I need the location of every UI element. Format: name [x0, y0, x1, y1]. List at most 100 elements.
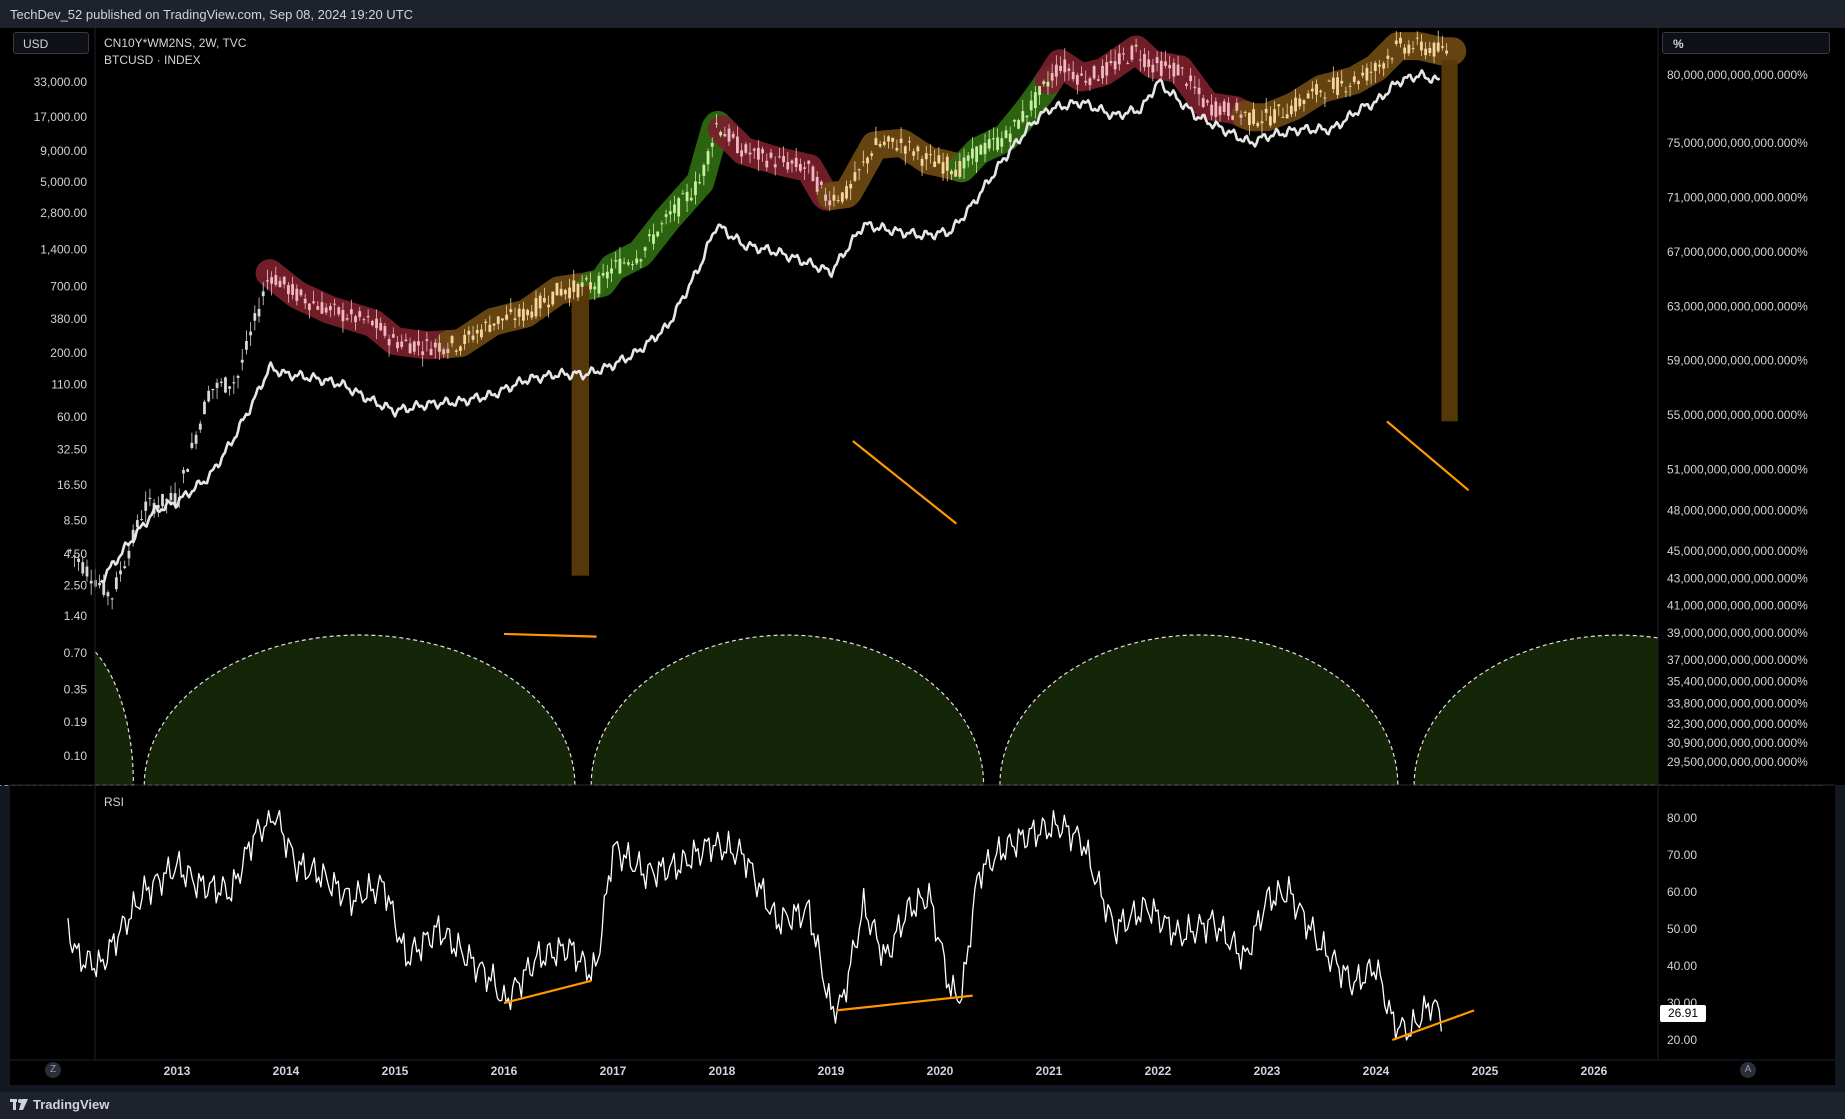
right-tick-2: 71,000,000,000,000.000%: [1667, 190, 1808, 204]
candle-body: [631, 264, 634, 266]
left-axis-bg: [0, 28, 95, 785]
candle-body: [282, 276, 286, 285]
rsi-trendline-1: [836, 994, 973, 1012]
candle-body: [815, 176, 819, 192]
time-tick-6: 2019: [818, 1064, 845, 1078]
candle-body: [475, 330, 479, 334]
left-tick-0: 33,000.00: [34, 75, 88, 89]
candle-body: [975, 146, 979, 163]
candle-body: [417, 341, 420, 346]
candle-body: [1365, 67, 1369, 81]
chart-frame[interactable]: [10, 28, 1835, 1085]
scale-mode-selector[interactable]: %: [1662, 32, 1830, 54]
candle-body: [1361, 72, 1365, 76]
time-tick-13: 2026: [1581, 1064, 1608, 1078]
candle-body: [643, 247, 647, 251]
candle-body: [1185, 83, 1188, 86]
cn10y-wm2ns-series: [99, 69, 1441, 584]
candle-body: [362, 319, 366, 321]
candle-body: [215, 382, 219, 388]
candle-body: [249, 331, 253, 336]
candle-body: [366, 315, 370, 318]
candle-body: [828, 200, 832, 206]
candle-body: [1122, 53, 1125, 55]
candle-body: [1344, 91, 1348, 93]
candle-body: [1189, 75, 1193, 82]
time-tick-2: 2015: [382, 1064, 409, 1078]
candle-body: [1113, 61, 1117, 70]
candle-body: [119, 570, 122, 575]
candle-body: [286, 285, 290, 295]
candle-body: [618, 258, 622, 274]
candle-body: [425, 339, 429, 341]
time-tick-5: 2018: [709, 1064, 736, 1078]
cycle-phase-7: [1231, 32, 1467, 132]
candle-body: [438, 342, 441, 352]
right-tick-16: 32,300,000,000,000.000%: [1667, 717, 1808, 731]
candle-body: [786, 162, 790, 170]
candle-body: [232, 382, 236, 384]
candle-body: [736, 136, 739, 153]
candle-body: [89, 580, 93, 584]
time-tick-0: 2013: [164, 1064, 191, 1078]
candle-body: [1394, 40, 1398, 45]
candle-body: [496, 316, 500, 324]
left-tick-10: 60.00: [57, 410, 87, 424]
candle-body: [1210, 104, 1214, 116]
candle-body: [442, 349, 446, 355]
candle-body: [1092, 66, 1096, 79]
candle-body: [240, 359, 244, 363]
candle-body: [81, 562, 85, 574]
candle-body: [1281, 116, 1285, 118]
candle-body: [299, 289, 303, 296]
candle-body: [513, 318, 517, 321]
time-axis[interactable]: 2013 2014 2015 2016 2017 2018 2019 2020 2021 2022…: [164, 1064, 1608, 1078]
left-tick-11: 32.50: [57, 442, 87, 456]
candle-body: [349, 309, 353, 315]
candle-body: [127, 550, 131, 559]
candle-body: [853, 172, 857, 181]
left-tick-6: 700.00: [50, 279, 87, 293]
candle-body: [484, 321, 488, 324]
auto-scale-right-button[interactable]: A: [1740, 1062, 1756, 1078]
legend-btc-series[interactable]: BTCUSD · INDEX: [104, 53, 201, 67]
left-tick-19: 0.19: [64, 715, 88, 729]
candle-body: [652, 234, 655, 244]
candle-body: [1373, 63, 1377, 71]
left-tick-2: 9,000.00: [40, 144, 87, 158]
candle-body: [1348, 85, 1352, 87]
candle-body: [522, 308, 525, 321]
candle-body: [1117, 53, 1121, 65]
left-tick-18: 0.35: [64, 683, 88, 697]
candle-body: [1059, 65, 1062, 71]
legend-main-series[interactable]: CN10Y*WM2NS, 2W, TVC: [104, 36, 247, 50]
right-tick-17: 30,900,000,000,000.000%: [1667, 736, 1808, 750]
candle-body: [1008, 133, 1012, 143]
candle-body: [937, 155, 941, 164]
candle-body: [920, 158, 924, 166]
candle-body: [819, 181, 823, 185]
left-tick-7: 380.00: [50, 312, 87, 326]
candle-body: [710, 142, 714, 147]
tradingview-logo[interactable]: TradingView: [10, 1097, 109, 1112]
candle-body: [1260, 121, 1264, 124]
right-percent-axis[interactable]: 80,000,000,000,000.000% 75,000,000,000,00…: [1667, 68, 1808, 769]
candle-body: [379, 323, 383, 331]
candle-body: [1130, 45, 1134, 60]
candle-body: [203, 401, 206, 415]
vertical-highlight-bars: [571, 60, 1458, 576]
candle-body: [98, 582, 101, 586]
rsi-pane-title[interactable]: RSI: [104, 795, 125, 809]
auto-scale-left-button[interactable]: Z: [45, 1062, 61, 1078]
candle-body: [1000, 138, 1004, 147]
candle-body: [1025, 115, 1029, 118]
candle-body: [1159, 60, 1163, 76]
candle-body: [375, 318, 378, 329]
candle-body: [228, 386, 232, 389]
candle-body: [1017, 120, 1020, 129]
currency-selector[interactable]: USD: [13, 32, 89, 54]
left-price-axis[interactable]: 33,000.00 17,000.00 9,000.00 5,000.00 2,800.…: [34, 75, 88, 763]
right-tick-15: 33,800,000,000,000.000%: [1667, 697, 1808, 711]
